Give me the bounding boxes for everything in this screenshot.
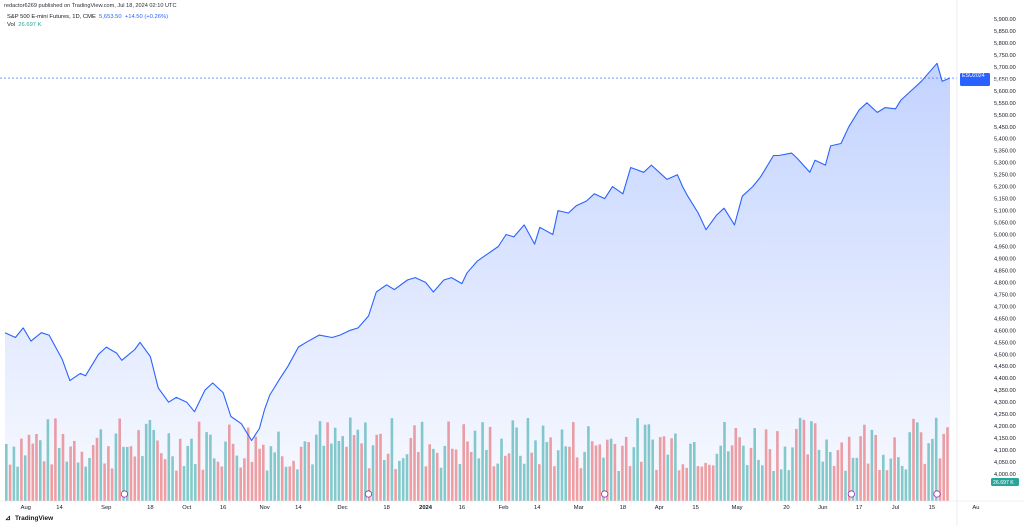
y-tick-label: 4,600.00 [994,328,1016,334]
y-tick-label: 4,750.00 [994,292,1016,298]
y-tick-label: 5,050.00 [994,221,1016,227]
event-marker[interactable] [364,490,373,498]
x-tick-label: Jul [892,505,899,511]
y-tick-label: 5,900.00 [994,17,1016,23]
tradingview-icon: ⊿ [5,515,11,522]
y-tick-label: 4,900.00 [994,256,1016,262]
price-tag: ESU2024 5,653.50 13:49:50 [960,73,1013,87]
x-tick-label: 18 [383,505,389,511]
price-line [4,62,951,442]
x-tick-label: Sep [101,505,111,511]
y-tick-label: 5,100.00 [994,209,1016,215]
x-tick-label: 2024 [419,505,433,511]
price-axis[interactable]: 5,900.00 5,850.00 5,800.00 5,750.00 5,700.00… [994,17,1016,478]
event-marker[interactable] [933,490,941,498]
price-area-fill [5,63,950,502]
x-tick-label: 15 [692,505,698,511]
y-tick-label: 5,300.00 [994,161,1016,167]
x-tick-label: Jun [818,505,827,511]
x-tick-label: 14 [534,505,541,511]
logo-text: TradingView [15,515,54,522]
x-tick-label: 14 [295,505,302,511]
x-tick-label: 16 [459,505,465,511]
y-tick-label: 4,050.00 [994,460,1016,466]
volume-tag-value: 26.697 K [993,480,1014,486]
y-tick-label: 4,700.00 [994,304,1016,310]
y-tick-label: 4,850.00 [994,268,1016,274]
y-tick-label: 5,250.00 [994,173,1016,179]
x-tick-label: Dec [337,505,347,511]
y-tick-label: 5,750.00 [994,53,1016,59]
y-tick-label: 4,650.00 [994,316,1016,322]
published-by: redactor6269 published on TradingView.co… [4,3,177,9]
x-tick-label: 18 [147,505,153,511]
y-tick-label: 4,950.00 [994,245,1016,251]
event-marker[interactable] [847,490,855,498]
y-tick-label: 4,000.00 [994,472,1016,478]
event-markers [120,490,941,498]
y-tick-label: 5,400.00 [994,137,1016,143]
x-tick-label: Aug [21,505,31,511]
y-tick-label: 4,800.00 [994,280,1016,286]
y-tick-label: 5,650.00 [994,77,1016,83]
y-tick-label: 4,250.00 [994,412,1016,418]
event-marker[interactable] [120,490,129,498]
symbol-legend[interactable]: S&P 500 E-mini Futures, 1D, CME 5,653.50… [7,14,168,20]
x-tick-label: Apr [655,505,664,511]
x-tick-label: 20 [783,505,789,511]
y-tick-label: 4,150.00 [994,436,1016,442]
y-tick-label: 5,850.00 [994,29,1016,35]
y-tick-label: 5,500.00 [994,113,1016,119]
volume-value: 26.697 K [18,22,42,28]
y-tick-label: 4,350.00 [994,388,1016,394]
price-change: +14.50 (+0.26%) [124,14,169,20]
y-tick-label: 5,700.00 [994,65,1016,71]
y-tick-label: 5,150.00 [994,197,1016,203]
x-tick-label: 14 [56,505,63,511]
event-marker[interactable] [601,490,609,498]
y-tick-label: 4,500.00 [994,352,1016,358]
symbol-title: S&P 500 E-mini Futures, 1D, CME [7,14,96,20]
x-tick-label: Mar [574,505,584,511]
x-tick-label: 18 [620,505,626,511]
volume-legend[interactable]: Vol 26.697 K [7,22,42,28]
y-tick-label: 5,550.00 [994,101,1016,107]
x-tick-label: Nov [259,505,269,511]
y-tick-label: 5,800.00 [994,41,1016,47]
y-tick-label: 5,350.00 [994,149,1016,155]
volume-label: Vol [7,22,16,28]
x-tick-label: May [732,505,743,511]
y-tick-label: 4,100.00 [994,448,1016,454]
y-tick-label: 4,400.00 [994,376,1016,382]
y-tick-label: 4,450.00 [994,364,1016,370]
tradingview-logo[interactable]: ⊿ TradingView [5,514,53,522]
y-tick-label: 5,000.00 [994,233,1016,239]
price-tag-countdown: 13:49:50 [992,79,1012,85]
price-tag-symbol: ESU2024 [962,73,985,79]
y-tick-label: 5,450.00 [994,125,1016,131]
x-tick-label: Au [972,505,979,511]
x-tick-label: 17 [856,505,862,511]
price-tag-value: 5,653.50 [992,73,1013,79]
y-tick-label: 4,200.00 [994,424,1016,430]
time-axis[interactable]: Aug 14 Sep 18 Oct 16 Nov 14 Dec 18 2024 16 Feb 14 Mar 1… [21,505,980,511]
y-tick-label: 4,550.00 [994,340,1016,346]
last-price: 5,653.50 [99,14,122,20]
x-tick-label: Feb [498,505,508,511]
y-tick-label: 5,200.00 [994,185,1016,191]
x-tick-label: 15 [929,505,935,511]
x-tick-label: 16 [220,505,226,511]
y-tick-label: 5,600.00 [994,89,1016,95]
volume-tag: 26.697 K [991,478,1019,486]
x-tick-label: Oct [182,505,191,511]
y-tick-label: 4,300.00 [994,400,1016,406]
